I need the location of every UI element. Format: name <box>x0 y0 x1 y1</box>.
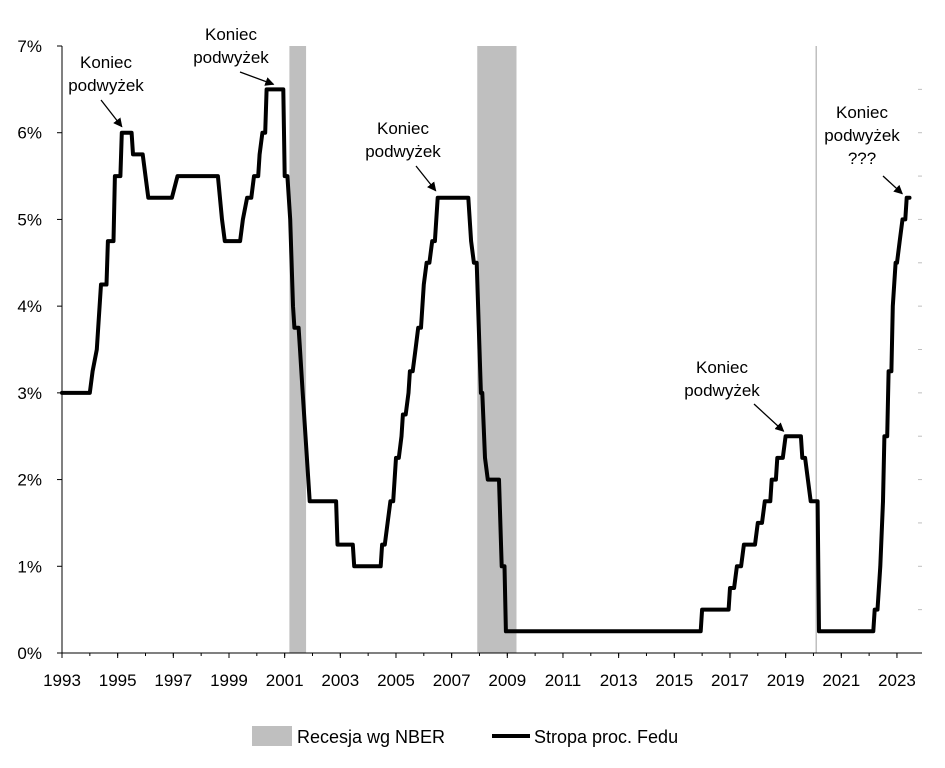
y-tick-label: 6% <box>17 124 42 143</box>
axes <box>57 45 922 658</box>
recession-band-1 <box>289 46 307 653</box>
series <box>60 87 912 634</box>
annotation-arrow <box>415 165 437 192</box>
x-tick-label: 1995 <box>99 671 137 690</box>
x-tick-label: 2003 <box>321 671 359 690</box>
x-tick-label: 2001 <box>266 671 304 690</box>
legend: Recesja wg NBER Stropa proc. Fedu <box>252 726 678 747</box>
x-tick-label: 2011 <box>545 671 582 690</box>
annotation-label-line: Koniec <box>836 103 888 122</box>
y-tick-label: 3% <box>17 384 42 403</box>
y-tick-label: 1% <box>17 557 42 576</box>
annotation-label-line: Koniec <box>205 25 257 44</box>
annotation-label-line: ??? <box>848 149 876 168</box>
recession-bands <box>289 46 517 653</box>
x-tick-label: 2013 <box>600 671 638 690</box>
annotation-arrow <box>753 403 785 432</box>
y-tick-label: 4% <box>17 297 42 316</box>
annotation-label-line: podwyżek <box>193 48 269 67</box>
annotation-label-line: Koniec <box>696 358 748 377</box>
legend-label-recession: Recesja wg NBER <box>297 727 445 747</box>
tick-labels: 0% 1% 2% 3% 4% 5% 6% 7% 1993 1995 1997 1999 2001 2003… <box>17 37 915 690</box>
x-tick-label: 2007 <box>433 671 471 690</box>
x-tick-label: 1993 <box>43 671 81 690</box>
annotation-label-line: Koniec <box>80 53 132 72</box>
y-tick-label: 2% <box>17 471 42 490</box>
annotation-arrow <box>239 71 275 86</box>
annotation-arrow <box>882 175 903 195</box>
x-tick-label: 2021 <box>822 671 860 690</box>
x-tick-label: 2019 <box>767 671 805 690</box>
y-tick-label: 0% <box>17 644 42 663</box>
x-tick-label: 2015 <box>655 671 693 690</box>
x-tick-label: 2005 <box>377 671 415 690</box>
annotations: Koniec podwyżek Koniec podwyżek Koniec podwyż… <box>68 25 903 432</box>
y-tick-label: 5% <box>17 210 42 229</box>
recession-band-2 <box>477 46 517 653</box>
x-tick-label: 1997 <box>154 671 192 690</box>
annotation-label-line: podwyżek <box>684 381 760 400</box>
legend-swatch-recession <box>252 726 292 746</box>
annotation-label-line: Koniec <box>377 119 429 138</box>
annotation-label-line: podwyżek <box>365 142 441 161</box>
annotation-label-line: podwyżek <box>68 76 144 95</box>
x-tick-label: 2017 <box>711 671 749 690</box>
y-tick-label: 7% <box>17 37 42 56</box>
legend-label-fed-rate: Stropa proc. Fedu <box>534 727 678 747</box>
series-line-fed-rate <box>60 87 912 634</box>
x-tick-label: 2009 <box>488 671 526 690</box>
annotation-arrow <box>100 99 123 128</box>
x-tick-label: 1999 <box>210 671 248 690</box>
x-tick-label: 2023 <box>878 671 916 690</box>
annotation-label-line: podwyżek <box>824 126 900 145</box>
